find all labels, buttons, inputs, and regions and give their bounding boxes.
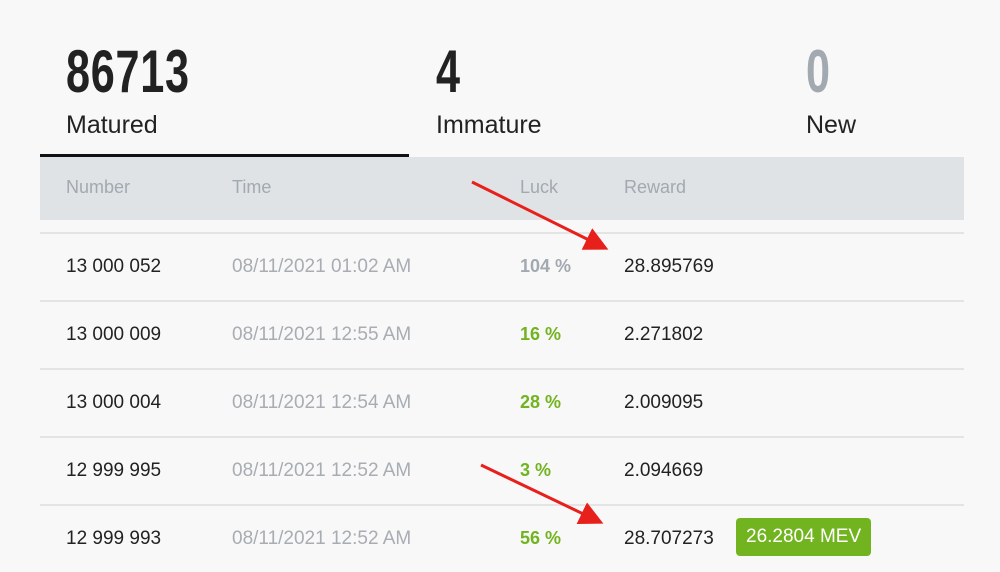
block-time: 08/11/2021 12:54 AM bbox=[232, 392, 412, 413]
block-number: 13 000 009 bbox=[66, 324, 162, 345]
block-luck: 28 % bbox=[520, 392, 562, 412]
active-tab-indicator bbox=[40, 154, 409, 157]
matured-label: Matured bbox=[66, 111, 158, 139]
block-reward: 2.271802 bbox=[624, 324, 704, 345]
block-luck: 16 % bbox=[520, 324, 562, 344]
table-row[interactable]: 12 999 993 08/11/2021 12:52 AM 56 % 28.7… bbox=[40, 504, 964, 572]
header-luck: Luck bbox=[520, 177, 559, 197]
block-time: 08/11/2021 01:02 AM bbox=[232, 256, 412, 277]
header-reward: Reward bbox=[624, 177, 687, 197]
table-row[interactable]: 13 000 004 08/11/2021 12:54 AM 28 % 2.00… bbox=[40, 368, 964, 436]
arrow-icon bbox=[480, 463, 604, 525]
block-time: 08/11/2021 12:52 AM bbox=[232, 528, 412, 549]
block-luck: 3 % bbox=[520, 460, 552, 480]
block-time: 08/11/2021 12:52 AM bbox=[232, 460, 412, 481]
table-row[interactable]: 13 000 052 08/11/2021 01:02 AM 104 % 28.… bbox=[40, 232, 964, 300]
block-luck: 56 % bbox=[520, 528, 562, 548]
tab-new[interactable]: 0 New bbox=[806, 40, 856, 140]
immature-count: 4 bbox=[436, 38, 461, 105]
new-count: 0 bbox=[806, 38, 831, 105]
block-reward: 2.094669 bbox=[624, 460, 704, 481]
block-number: 13 000 004 bbox=[66, 392, 162, 413]
table-row[interactable]: 12 999 995 08/11/2021 12:52 AM 3 % 2.094… bbox=[40, 436, 964, 504]
mev-badge: 26.2804 MEV bbox=[736, 518, 872, 556]
tab-immature[interactable]: 4 Immature bbox=[436, 40, 542, 140]
block-number: 12 999 993 bbox=[66, 528, 162, 549]
block-luck: 104 % bbox=[520, 256, 572, 276]
arrow-icon bbox=[471, 180, 609, 250]
block-reward: 28.707273 bbox=[624, 528, 714, 549]
block-reward: 2.009095 bbox=[624, 392, 704, 413]
immature-label: Immature bbox=[436, 111, 542, 139]
header-number: Number bbox=[66, 177, 131, 197]
new-label: New bbox=[806, 111, 857, 139]
block-number: 13 000 052 bbox=[66, 256, 162, 277]
matured-count: 86713 bbox=[66, 38, 190, 105]
block-reward: 28.895769 bbox=[624, 256, 714, 277]
header-time: Time bbox=[232, 177, 272, 197]
table-row[interactable]: 13 000 009 08/11/2021 12:55 AM 16 % 2.27… bbox=[40, 300, 964, 368]
table-header: Number Time Luck Reward bbox=[40, 157, 964, 220]
block-number: 12 999 995 bbox=[66, 460, 162, 481]
block-time: 08/11/2021 12:55 AM bbox=[232, 324, 412, 345]
tab-matured[interactable]: 86713 Matured bbox=[66, 40, 238, 140]
